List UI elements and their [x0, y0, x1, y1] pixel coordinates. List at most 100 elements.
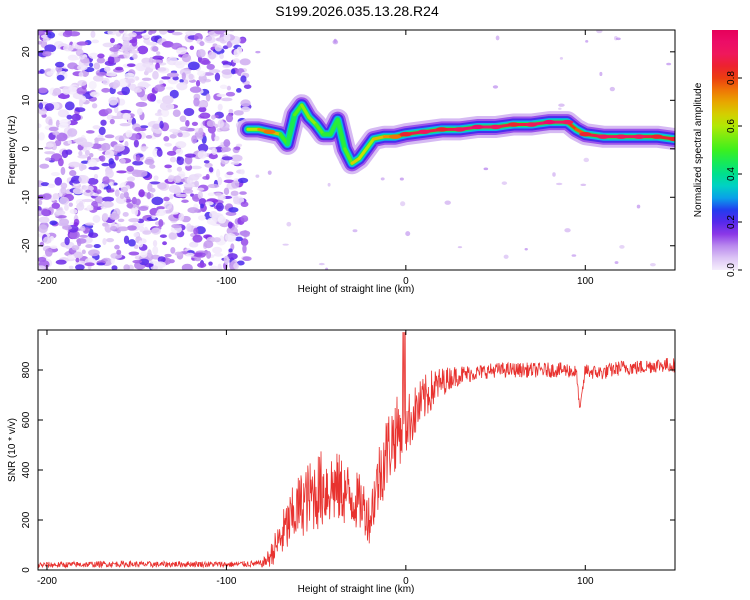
- noise-blob: [88, 52, 99, 59]
- ridge-core-segment: [314, 123, 325, 136]
- noise-blob: [101, 162, 110, 167]
- noise-blob: [85, 244, 93, 249]
- noise-blob: [176, 156, 185, 166]
- noise-blob: [69, 170, 77, 177]
- noise-blob: [189, 241, 199, 248]
- noise-blob: [44, 248, 53, 257]
- noise-blob: [158, 30, 168, 35]
- noise-blob: [167, 176, 174, 183]
- noise-blob: [220, 146, 232, 152]
- noise-blob: [38, 206, 42, 212]
- noise-blob: [47, 31, 56, 39]
- noise-blob: [156, 99, 163, 104]
- noise-blob: [152, 55, 165, 60]
- noise-blob: [125, 130, 133, 138]
- noise-blob: [180, 178, 185, 183]
- noise-blob: [126, 225, 137, 231]
- spectrogram-frame: [37, 29, 676, 271]
- spectrogram-x-tick-label: -200: [37, 276, 57, 287]
- snr-series-line: [38, 332, 675, 569]
- noise-blob: [57, 109, 69, 118]
- noise-blob: [43, 236, 52, 244]
- noise-blob: [151, 59, 163, 63]
- noise-blob: [56, 132, 68, 142]
- ridge-core-segment: [357, 147, 368, 160]
- noise-blob: [191, 135, 198, 144]
- noise-blob: [233, 146, 241, 151]
- noise-blob: [184, 153, 197, 158]
- noise-blob: [240, 215, 249, 223]
- noise-blob: [197, 215, 206, 221]
- noise-blob: [156, 208, 166, 217]
- noise-blob: [139, 83, 151, 87]
- noise-blob: [89, 152, 94, 158]
- ridge-peak: [651, 134, 664, 139]
- noise-blob: [105, 169, 114, 179]
- snr-y-tick-label: 400: [21, 461, 32, 478]
- noise-blob: [114, 135, 126, 141]
- noise-blob: [240, 106, 251, 113]
- noise-blob: [87, 177, 99, 185]
- noise-blob: [457, 246, 463, 249]
- ridge-peak: [525, 122, 538, 127]
- noise-blob: [38, 224, 48, 233]
- noise-blob: [114, 189, 120, 197]
- noise-blob: [44, 151, 55, 155]
- noise-blob: [140, 250, 148, 258]
- noise-blob: [58, 223, 69, 227]
- noise-blob: [503, 254, 509, 259]
- noise-blob: [138, 206, 149, 212]
- noise-blob: [197, 150, 208, 159]
- noise-blob: [178, 213, 185, 222]
- noise-blob: [119, 193, 125, 200]
- noise-blob: [153, 175, 159, 181]
- noise-blob: [483, 167, 489, 171]
- noise-blob: [165, 86, 174, 90]
- noise-blob: [76, 41, 89, 46]
- noise-blob: [205, 173, 210, 180]
- noise-blob: [242, 244, 247, 254]
- noise-blob: [44, 103, 55, 111]
- noise-blob: [583, 157, 590, 163]
- noise-blob: [126, 176, 136, 182]
- noise-blob: [177, 132, 183, 138]
- noise-blob: [609, 86, 615, 92]
- noise-blob: [666, 62, 672, 66]
- noise-blob: [176, 47, 188, 55]
- ridge-core-segment: [300, 103, 311, 119]
- noise-blob: [160, 108, 170, 118]
- spectrogram-x-label: Height of straight line (km): [298, 284, 415, 295]
- noise-blob: [159, 234, 167, 238]
- noise-blob: [128, 251, 140, 256]
- ridge-peak: [263, 129, 276, 135]
- noise-blob: [208, 69, 221, 74]
- noise-blob: [51, 202, 61, 209]
- noise-blob: [75, 264, 85, 270]
- ridge-core-segment: [307, 115, 318, 127]
- noise-blob: [81, 198, 94, 203]
- noise-blob: [159, 120, 164, 129]
- noise-blob: [109, 54, 120, 58]
- noise-blob: [122, 113, 131, 121]
- noise-blob: [222, 45, 229, 50]
- noise-blob: [233, 262, 239, 270]
- noise-blob: [230, 161, 240, 165]
- ridge-core-segment: [336, 118, 347, 151]
- noise-blob: [151, 196, 164, 206]
- spectrogram-y-tick-label: 0: [21, 146, 32, 152]
- noise-blob: [204, 36, 216, 44]
- noise-blob: [115, 196, 127, 204]
- noise-blob: [128, 239, 136, 247]
- noise-blob: [121, 86, 130, 96]
- noise-blob: [156, 51, 161, 55]
- noise-blob: [89, 91, 100, 98]
- spectrogram-x-tick-label: 100: [577, 276, 594, 287]
- noise-blob: [104, 149, 115, 159]
- noise-blob: [225, 114, 234, 123]
- ridge-peak: [399, 132, 412, 137]
- noise-blob: [197, 48, 206, 58]
- noise-blob: [200, 113, 208, 117]
- noise-blob: [147, 92, 156, 102]
- noise-blob: [223, 255, 230, 265]
- noise-blob: [214, 135, 220, 142]
